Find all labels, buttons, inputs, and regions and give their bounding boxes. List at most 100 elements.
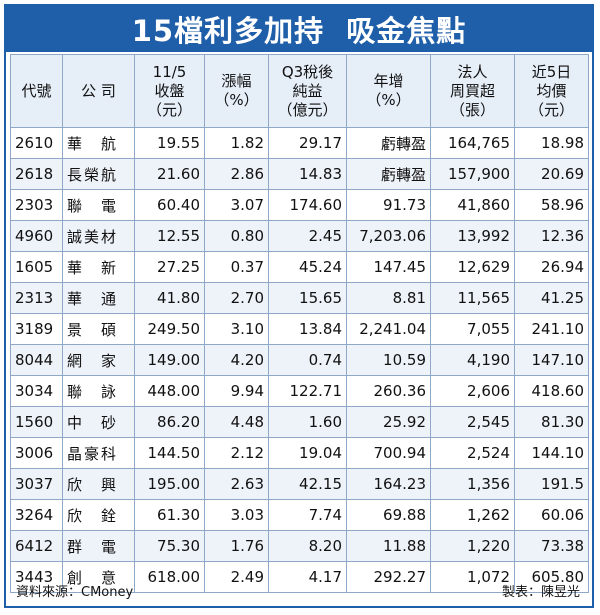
- cell-close: 149.00: [134, 344, 205, 376]
- cell-close: 61.30: [134, 499, 205, 531]
- cell-company: 網 家: [62, 344, 135, 376]
- cell-yoy: 虧轉盈: [346, 127, 431, 159]
- cell-code: 2610: [10, 127, 63, 159]
- cell-yoy: 11.88: [346, 530, 431, 562]
- cell-close: 144.50: [134, 437, 205, 469]
- cell-5day-avg: 605.80: [514, 561, 589, 593]
- cell-company: 華 通: [62, 282, 135, 314]
- cell-5day-avg: 73.38: [514, 530, 589, 562]
- cell-institutional-buy: 41,860: [430, 189, 515, 221]
- cell-code: 2618: [10, 158, 63, 190]
- table-row: 8044 網 家 149.00 4.20 0.74 10.59 4,190 147.10: [10, 344, 589, 376]
- cell-code: 1605: [10, 251, 63, 283]
- cell-change: 9.94: [204, 375, 269, 407]
- cell-company: 群 電: [62, 530, 135, 562]
- cell-yoy: 69.88: [346, 499, 431, 531]
- cell-change: 2.86: [204, 158, 269, 190]
- cell-code: 1560: [10, 406, 63, 438]
- header-row: 代號 公 司 11/5 收盤 （元） 漲幅 （%） Q3稅後 純益 （億元: [10, 54, 589, 128]
- cell-5day-avg: 81.30: [514, 406, 589, 438]
- cell-yoy: 164.23: [346, 468, 431, 500]
- cell-q3-net-income: 2.45: [268, 220, 347, 252]
- cell-yoy: 260.36: [346, 375, 431, 407]
- cell-company: 華 航: [62, 127, 135, 159]
- cell-q3-net-income: 0.74: [268, 344, 347, 376]
- table-row: 2313 華 通 41.80 2.70 15.65 8.81 11,565 41.25: [10, 282, 589, 314]
- header-close: 11/5 收盤 （元）: [134, 54, 205, 128]
- cell-q3-net-income: 13.84: [268, 313, 347, 345]
- cell-q3-net-income: 7.74: [268, 499, 347, 531]
- source-note: 資料來源：CMoney: [16, 585, 134, 600]
- cell-change: 4.20: [204, 344, 269, 376]
- cell-company: 長榮航: [62, 158, 135, 190]
- cell-code: 3006: [10, 437, 63, 469]
- cell-change: 1.82: [204, 127, 269, 159]
- cell-code: 2313: [10, 282, 63, 314]
- cell-company: 欣 銓: [62, 499, 135, 531]
- cell-close: 12.55: [134, 220, 205, 252]
- cell-company: 聯 詠: [62, 375, 135, 407]
- cell-q3-net-income: 15.65: [268, 282, 347, 314]
- cell-5day-avg: 20.69: [514, 158, 589, 190]
- cell-institutional-buy: 1,072: [430, 561, 515, 593]
- header-institutional-buy: 法人 周買超 （張）: [430, 54, 515, 128]
- cell-yoy: 虧轉盈: [346, 158, 431, 190]
- cell-change: 0.37: [204, 251, 269, 283]
- cell-yoy: 700.94: [346, 437, 431, 469]
- cell-code: 3034: [10, 375, 63, 407]
- cell-institutional-buy: 13,992: [430, 220, 515, 252]
- cell-change: 2.12: [204, 437, 269, 469]
- table-row: 3034 聯 詠 448.00 9.94 122.71 260.36 2,606 418.60: [10, 375, 589, 407]
- cell-yoy: 25.92: [346, 406, 431, 438]
- cell-code: 4960: [10, 220, 63, 252]
- table-row: 3443 創 意 618.00 2.49 4.17 292.27 1,072 605.80: [10, 561, 589, 593]
- cell-change: 2.49: [204, 561, 269, 593]
- author-note: 製表：陳昱光: [501, 585, 580, 600]
- cell-close: 60.40: [134, 189, 205, 221]
- table-row: 2610 華 航 19.55 1.82 29.17 虧轉盈 164,765 18.98: [10, 127, 589, 159]
- table-row: 1560 中 砂 86.20 4.48 1.60 25.92 2,545 81.30: [10, 406, 589, 438]
- cell-q3-net-income: 174.60: [268, 189, 347, 221]
- cell-close: 249.50: [134, 313, 205, 345]
- cell-5day-avg: 41.25: [514, 282, 589, 314]
- header-5day-avg: 近5日 均價 （元）: [514, 54, 589, 128]
- header-yoy: 年增 （%）: [346, 54, 431, 128]
- cell-5day-avg: 147.10: [514, 344, 589, 376]
- table-row: 4960 誠美材 12.55 0.80 2.45 7,203.06 13,992 12.36: [10, 220, 589, 252]
- cell-close: 195.00: [134, 468, 205, 500]
- cell-change: 2.70: [204, 282, 269, 314]
- cell-company: 創 意: [62, 561, 135, 593]
- cell-institutional-buy: 11,565: [430, 282, 515, 314]
- cell-5day-avg: 18.98: [514, 127, 589, 159]
- cell-code: 6412: [10, 530, 63, 562]
- cell-institutional-buy: 1,220: [430, 530, 515, 562]
- cell-yoy: 147.45: [346, 251, 431, 283]
- document-frame: 15檔利多加持 吸金焦點 代號 公 司 11/5 收盤: [4, 4, 594, 608]
- cell-company: 晶豪科: [62, 437, 135, 469]
- cell-change: 3.10: [204, 313, 269, 345]
- title-text: 15檔利多加持 吸金焦點: [131, 14, 467, 48]
- cell-q3-net-income: 45.24: [268, 251, 347, 283]
- stock-table: 代號 公 司 11/5 收盤 （元） 漲幅 （%） Q3稅後 純益 （億元: [10, 54, 589, 593]
- cell-company: 中 砂: [62, 406, 135, 438]
- cell-yoy: 8.81: [346, 282, 431, 314]
- cell-close: 19.55: [134, 127, 205, 159]
- header-company: 公 司: [62, 54, 135, 128]
- cell-company: 聯 電: [62, 189, 135, 221]
- cell-institutional-buy: 2,524: [430, 437, 515, 469]
- cell-q3-net-income: 19.04: [268, 437, 347, 469]
- table-row: 1605 華 新 27.25 0.37 45.24 147.45 12,629 26.94: [10, 251, 589, 283]
- cell-close: 86.20: [134, 406, 205, 438]
- cell-institutional-buy: 2,545: [430, 406, 515, 438]
- table-row: 3037 欣 興 195.00 2.63 42.15 164.23 1,356 191.5: [10, 468, 589, 500]
- table-row: 6412 群 電 75.30 1.76 8.20 11.88 1,220 73.38: [10, 530, 589, 562]
- table-row: 2303 聯 電 60.40 3.07 174.60 91.73 41,860 58.96: [10, 189, 589, 221]
- cell-company: 誠美材: [62, 220, 135, 252]
- table-row: 2618 長榮航 21.60 2.86 14.83 虧轉盈 157,900 20.69: [10, 158, 589, 190]
- cell-close: 21.60: [134, 158, 205, 190]
- cell-code: 3189: [10, 313, 63, 345]
- header-q3-net-income: Q3稅後 純益 （億元）: [268, 54, 347, 128]
- cell-institutional-buy: 1,356: [430, 468, 515, 500]
- cell-5day-avg: 58.96: [514, 189, 589, 221]
- cell-company: 欣 興: [62, 468, 135, 500]
